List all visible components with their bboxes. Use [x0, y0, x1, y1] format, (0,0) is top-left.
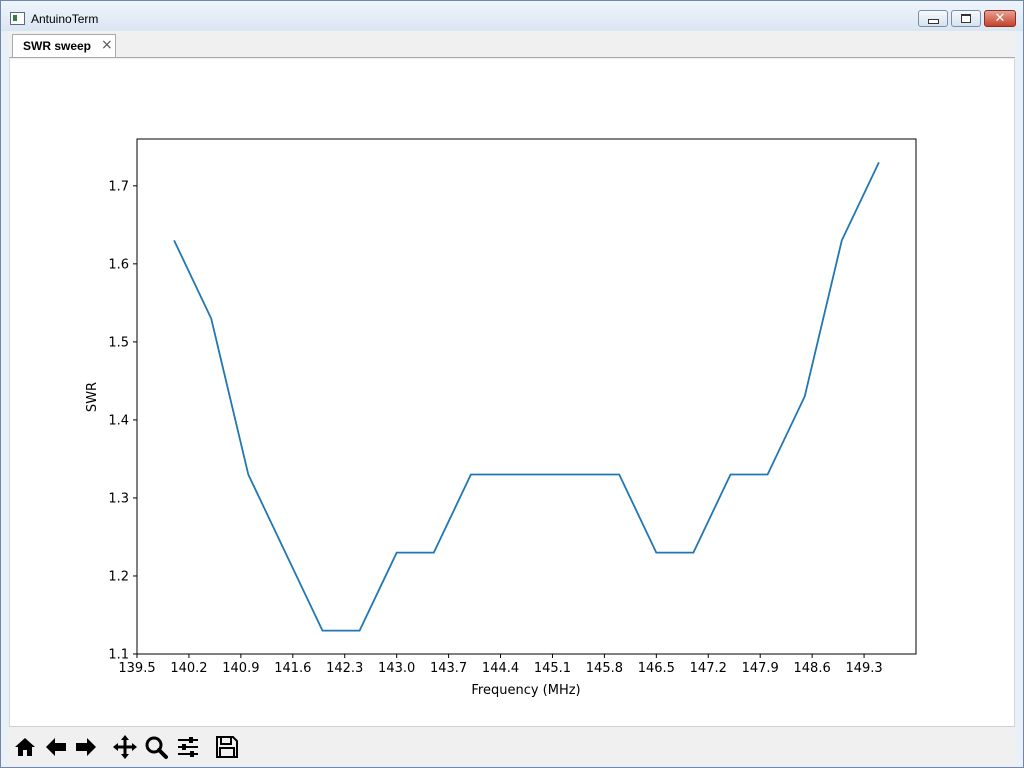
forward-arrow-icon [76, 738, 96, 756]
x-tick-label: 147.9 [742, 661, 779, 676]
x-tick-label: 149.3 [845, 661, 882, 676]
back-button[interactable] [43, 734, 69, 760]
y-tick-label: 1.3 [108, 491, 129, 506]
x-axis-label: Frequency (MHz) [471, 683, 580, 698]
configure-subplots-button[interactable] [175, 734, 201, 760]
plot-canvas[interactable]: 139.5 140.2 140.9 141.6 142.3 143.0 143.7 144.4… [9, 59, 1015, 726]
swr-series-line [173, 162, 880, 632]
title-bar[interactable]: AntuinoTerm ✕ [1, 1, 1023, 31]
y-tick-label: 1.6 [108, 257, 129, 272]
y-axis: 1.1 1.2 1.3 1.4 1.5 1.6 1.7 [108, 179, 137, 663]
swr-chart: 139.5 140.2 140.9 141.6 142.3 143.0 143.7 144.4… [85, 138, 917, 698]
x-tick-label: 147.2 [690, 661, 727, 676]
window-title: AntuinoTerm [31, 12, 99, 26]
y-tick-label: 1.4 [108, 413, 129, 428]
y-tick-label: 1.2 [108, 569, 129, 584]
minimize-button[interactable] [918, 10, 948, 27]
x-tick-label: 148.6 [794, 661, 831, 676]
x-tick-label: 145.1 [534, 661, 571, 676]
tab-label: SWR sweep [23, 39, 92, 53]
minimize-icon [927, 19, 939, 24]
x-tick-label: 143.7 [430, 661, 467, 676]
app-icon [10, 12, 25, 25]
x-tick-label: 145.8 [586, 661, 623, 676]
y-tick-label: 1.7 [108, 179, 129, 194]
x-tick-label: 143.0 [378, 661, 415, 676]
pan-icon [113, 735, 137, 759]
maximize-icon [961, 14, 971, 23]
x-tick-label: 140.2 [170, 661, 207, 676]
x-tick-label: 144.4 [482, 661, 519, 676]
back-arrow-icon [46, 738, 66, 756]
x-tick-label: 142.3 [326, 661, 363, 676]
tab-bar: SWR sweep × [9, 31, 1015, 58]
forward-button[interactable] [73, 734, 99, 760]
close-button[interactable]: ✕ [984, 10, 1016, 27]
tab-close-icon[interactable]: × [101, 37, 113, 53]
pan-button[interactable] [112, 734, 138, 760]
maximize-button[interactable] [951, 10, 981, 27]
plot-frame [136, 138, 917, 655]
zoom-icon [145, 736, 168, 759]
tab-swr-sweep[interactable]: SWR sweep × [12, 34, 116, 57]
x-tick-label: 139.5 [118, 661, 155, 676]
zoom-button[interactable] [143, 734, 169, 760]
x-tick-label: 141.6 [274, 661, 311, 676]
save-button[interactable] [214, 734, 240, 760]
y-axis-label: SWR [85, 382, 100, 412]
close-icon: ✕ [994, 11, 1006, 26]
y-tick-label: 1.1 [108, 648, 129, 663]
navigation-toolbar [9, 726, 1015, 766]
home-icon [15, 738, 35, 756]
configure-subplots-icon [178, 737, 198, 757]
home-button[interactable] [12, 734, 38, 760]
save-icon [216, 736, 238, 758]
x-tick-label: 140.9 [222, 661, 259, 676]
x-tick-label: 146.5 [638, 661, 675, 676]
y-tick-label: 1.5 [108, 335, 129, 350]
x-axis: 139.5 140.2 140.9 141.6 142.3 143.0 143.7 144.4… [118, 654, 883, 676]
